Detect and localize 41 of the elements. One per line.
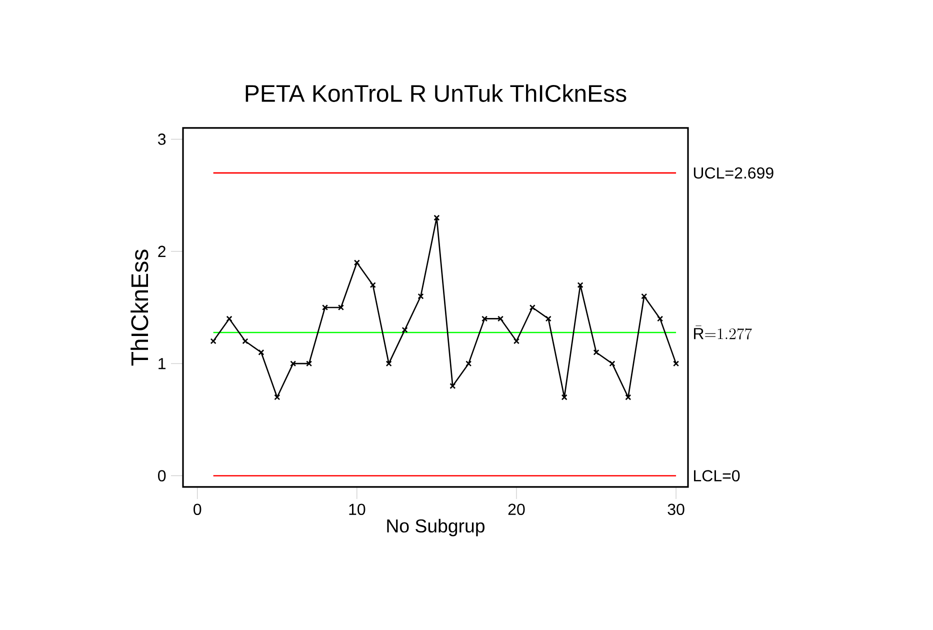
ref-line-label: UCL=2.699	[694, 167, 774, 179]
y-tick-label: 1	[158, 358, 166, 370]
point	[322, 304, 328, 311]
y-axis-title: ThICknEss	[130, 250, 148, 366]
point	[561, 394, 568, 400]
point	[641, 293, 648, 300]
point	[625, 394, 632, 400]
y-tick-label: 0	[158, 470, 166, 482]
point	[434, 214, 440, 221]
x-tick-label: 0	[194, 504, 202, 516]
point	[513, 338, 520, 344]
point	[450, 382, 456, 390]
y-tick-label: 2	[158, 246, 166, 257]
point	[418, 293, 424, 300]
point	[338, 304, 344, 311]
point	[290, 360, 296, 367]
point	[657, 316, 664, 322]
point	[609, 360, 616, 367]
point	[306, 360, 312, 367]
point	[482, 316, 488, 322]
point	[497, 316, 504, 322]
point	[370, 282, 376, 288]
point	[242, 338, 248, 344]
ref-line-label: LCL=0	[694, 470, 740, 482]
point	[577, 282, 584, 288]
point	[386, 360, 392, 367]
point	[529, 304, 536, 311]
point	[402, 326, 408, 333]
point	[274, 394, 280, 400]
x-tick-label: 10	[349, 504, 366, 516]
point	[593, 349, 600, 356]
ref-line-label: $\bar{\mathrm{R}}{=}1.277$	[694, 326, 752, 340]
point	[354, 260, 360, 266]
point	[466, 360, 472, 367]
x-tick-label: 20	[508, 504, 525, 516]
point	[545, 316, 552, 322]
chart-title: PETA KonTroL R UnTuk ThICknEss	[246, 84, 626, 102]
point	[258, 349, 264, 356]
x-axis-title: No Subgrup	[387, 518, 484, 536]
x-tick-label: 30	[668, 504, 684, 516]
y-tick-label: 3	[158, 134, 166, 145]
